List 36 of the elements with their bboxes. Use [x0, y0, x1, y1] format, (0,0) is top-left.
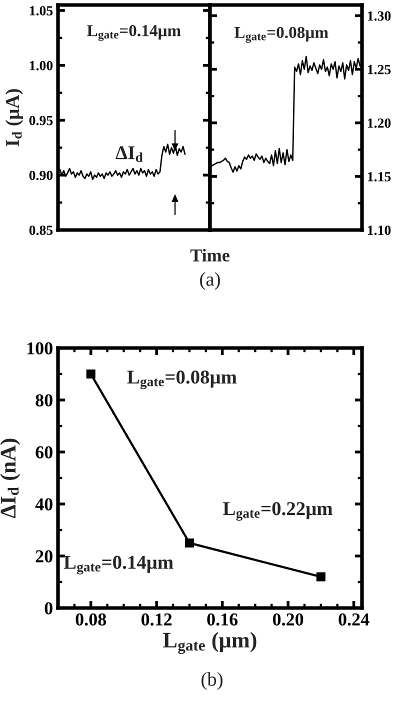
x-tick-label: 0.12 [141, 613, 172, 626]
y-tick-label: 1.00 [30, 60, 53, 70]
point [184, 538, 194, 548]
y-tick-label: 0.90 [29, 170, 53, 180]
y-tick-label: 0.85 [29, 226, 53, 236]
y-tick-label: 1.30 [368, 11, 391, 21]
y-tick-label: 0.95 [29, 116, 53, 126]
x-tick-label: 0.20 [272, 613, 304, 626]
annotation: L$_{gate}$=0.14μm [87, 25, 181, 41]
point [86, 369, 96, 379]
y-tick-label: 1.25 [368, 64, 391, 74]
text: (a) [200, 272, 220, 290]
x-axis-title: L$_{gate}$ (μm) [163, 632, 256, 654]
y-tick-label: 40 [35, 498, 52, 510]
y-axis-title: ΔI$_{d}$ (nA) [0, 438, 20, 518]
y-tick-label: 60 [36, 446, 52, 458]
annotation: ΔI$_{d}$ [116, 146, 143, 162]
y-tick-label: 0 [44, 602, 52, 614]
y-axis-title: I$_{d}$ (μA) [5, 89, 24, 146]
y-tick-label: 1.15 [368, 172, 391, 182]
y-tick-label: 20 [36, 550, 52, 562]
y-tick-label: 80 [36, 394, 52, 406]
y-tick-label: 1.05 [30, 6, 53, 16]
x-tick-label: 0.16 [207, 613, 238, 626]
x-tick-label: 0.08 [76, 613, 106, 626]
annotation: L$_{gate}$=0.08μm [234, 26, 328, 43]
y-tick-label: 1.10 [368, 226, 391, 236]
point [316, 572, 326, 582]
y-tick-label: 1.20 [368, 118, 391, 128]
annotation: L$_{gate}$=0.22μm [223, 502, 332, 521]
annotation: L$_{gate}$=0.08μm [127, 370, 237, 390]
x-tick-label: 0.24 [338, 613, 370, 626]
y-tick-label: 100 [28, 342, 52, 354]
text: (b) [202, 672, 222, 690]
annotation: L$_{gate}$=0.14μm [64, 556, 174, 574]
x-axis-title: Time [190, 248, 230, 262]
